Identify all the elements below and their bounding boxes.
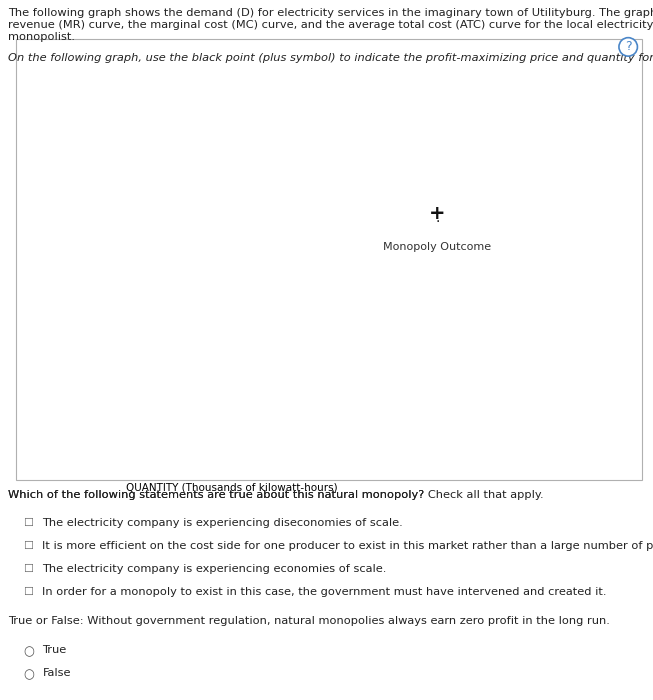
Text: Monopoly Outcome: Monopoly Outcome	[383, 242, 492, 252]
Text: False: False	[42, 668, 71, 678]
Text: It is more efficient on the cost side for one producer to exist in this market r: It is more efficient on the cost side fo…	[42, 541, 653, 551]
Text: ATC: ATC	[317, 373, 338, 384]
Text: monopolist.: monopolist.	[8, 32, 75, 42]
Text: True or False: Without government regulation, natural monopolies always earn zer: True or False: Without government regula…	[8, 616, 610, 626]
X-axis label: QUANTITY (Thousands of kilowatt-hours): QUANTITY (Thousands of kilowatt-hours)	[126, 482, 338, 492]
Text: Which of the following statements are true about this natural monopoly? Check al: Which of the following statements are tr…	[8, 490, 543, 500]
Text: MR: MR	[186, 439, 204, 449]
Text: In order for a monopoly to exist in this case, the government must have interven: In order for a monopoly to exist in this…	[42, 587, 607, 597]
Text: ☐: ☐	[23, 587, 33, 597]
Text: True: True	[42, 645, 67, 655]
Text: Which of the following statements are true about this natural monopoly?: Which of the following statements are tr…	[8, 490, 428, 500]
Text: ☐: ☐	[23, 564, 33, 574]
Text: MC: MC	[323, 410, 341, 419]
Text: +: +	[429, 204, 446, 223]
Text: On the following graph, use the black point (plus symbol) to indicate the profit: On the following graph, use the black po…	[8, 53, 653, 63]
Text: D: D	[383, 443, 391, 453]
Text: ☐: ☐	[23, 541, 33, 551]
Text: revenue (MR) curve, the marginal cost (MC) curve, and the average total cost (AT: revenue (MR) curve, the marginal cost (M…	[8, 20, 653, 30]
Text: ·: ·	[436, 215, 439, 229]
Text: ?: ?	[625, 41, 631, 53]
Text: ○: ○	[23, 645, 34, 659]
Text: The following graph shows the demand (D) for electricity services in the imagina: The following graph shows the demand (D)…	[8, 8, 653, 18]
Y-axis label: PRICE (Cents per Kilowatt-hour): PRICE (Cents per Kilowatt-hour)	[31, 190, 41, 356]
Text: The electricity company is experiencing diseconomies of scale.: The electricity company is experiencing …	[42, 518, 403, 528]
Text: The electricity company is experiencing economies of scale.: The electricity company is experiencing …	[42, 564, 387, 574]
Text: ○: ○	[23, 668, 34, 682]
Text: ☐: ☐	[23, 518, 33, 528]
